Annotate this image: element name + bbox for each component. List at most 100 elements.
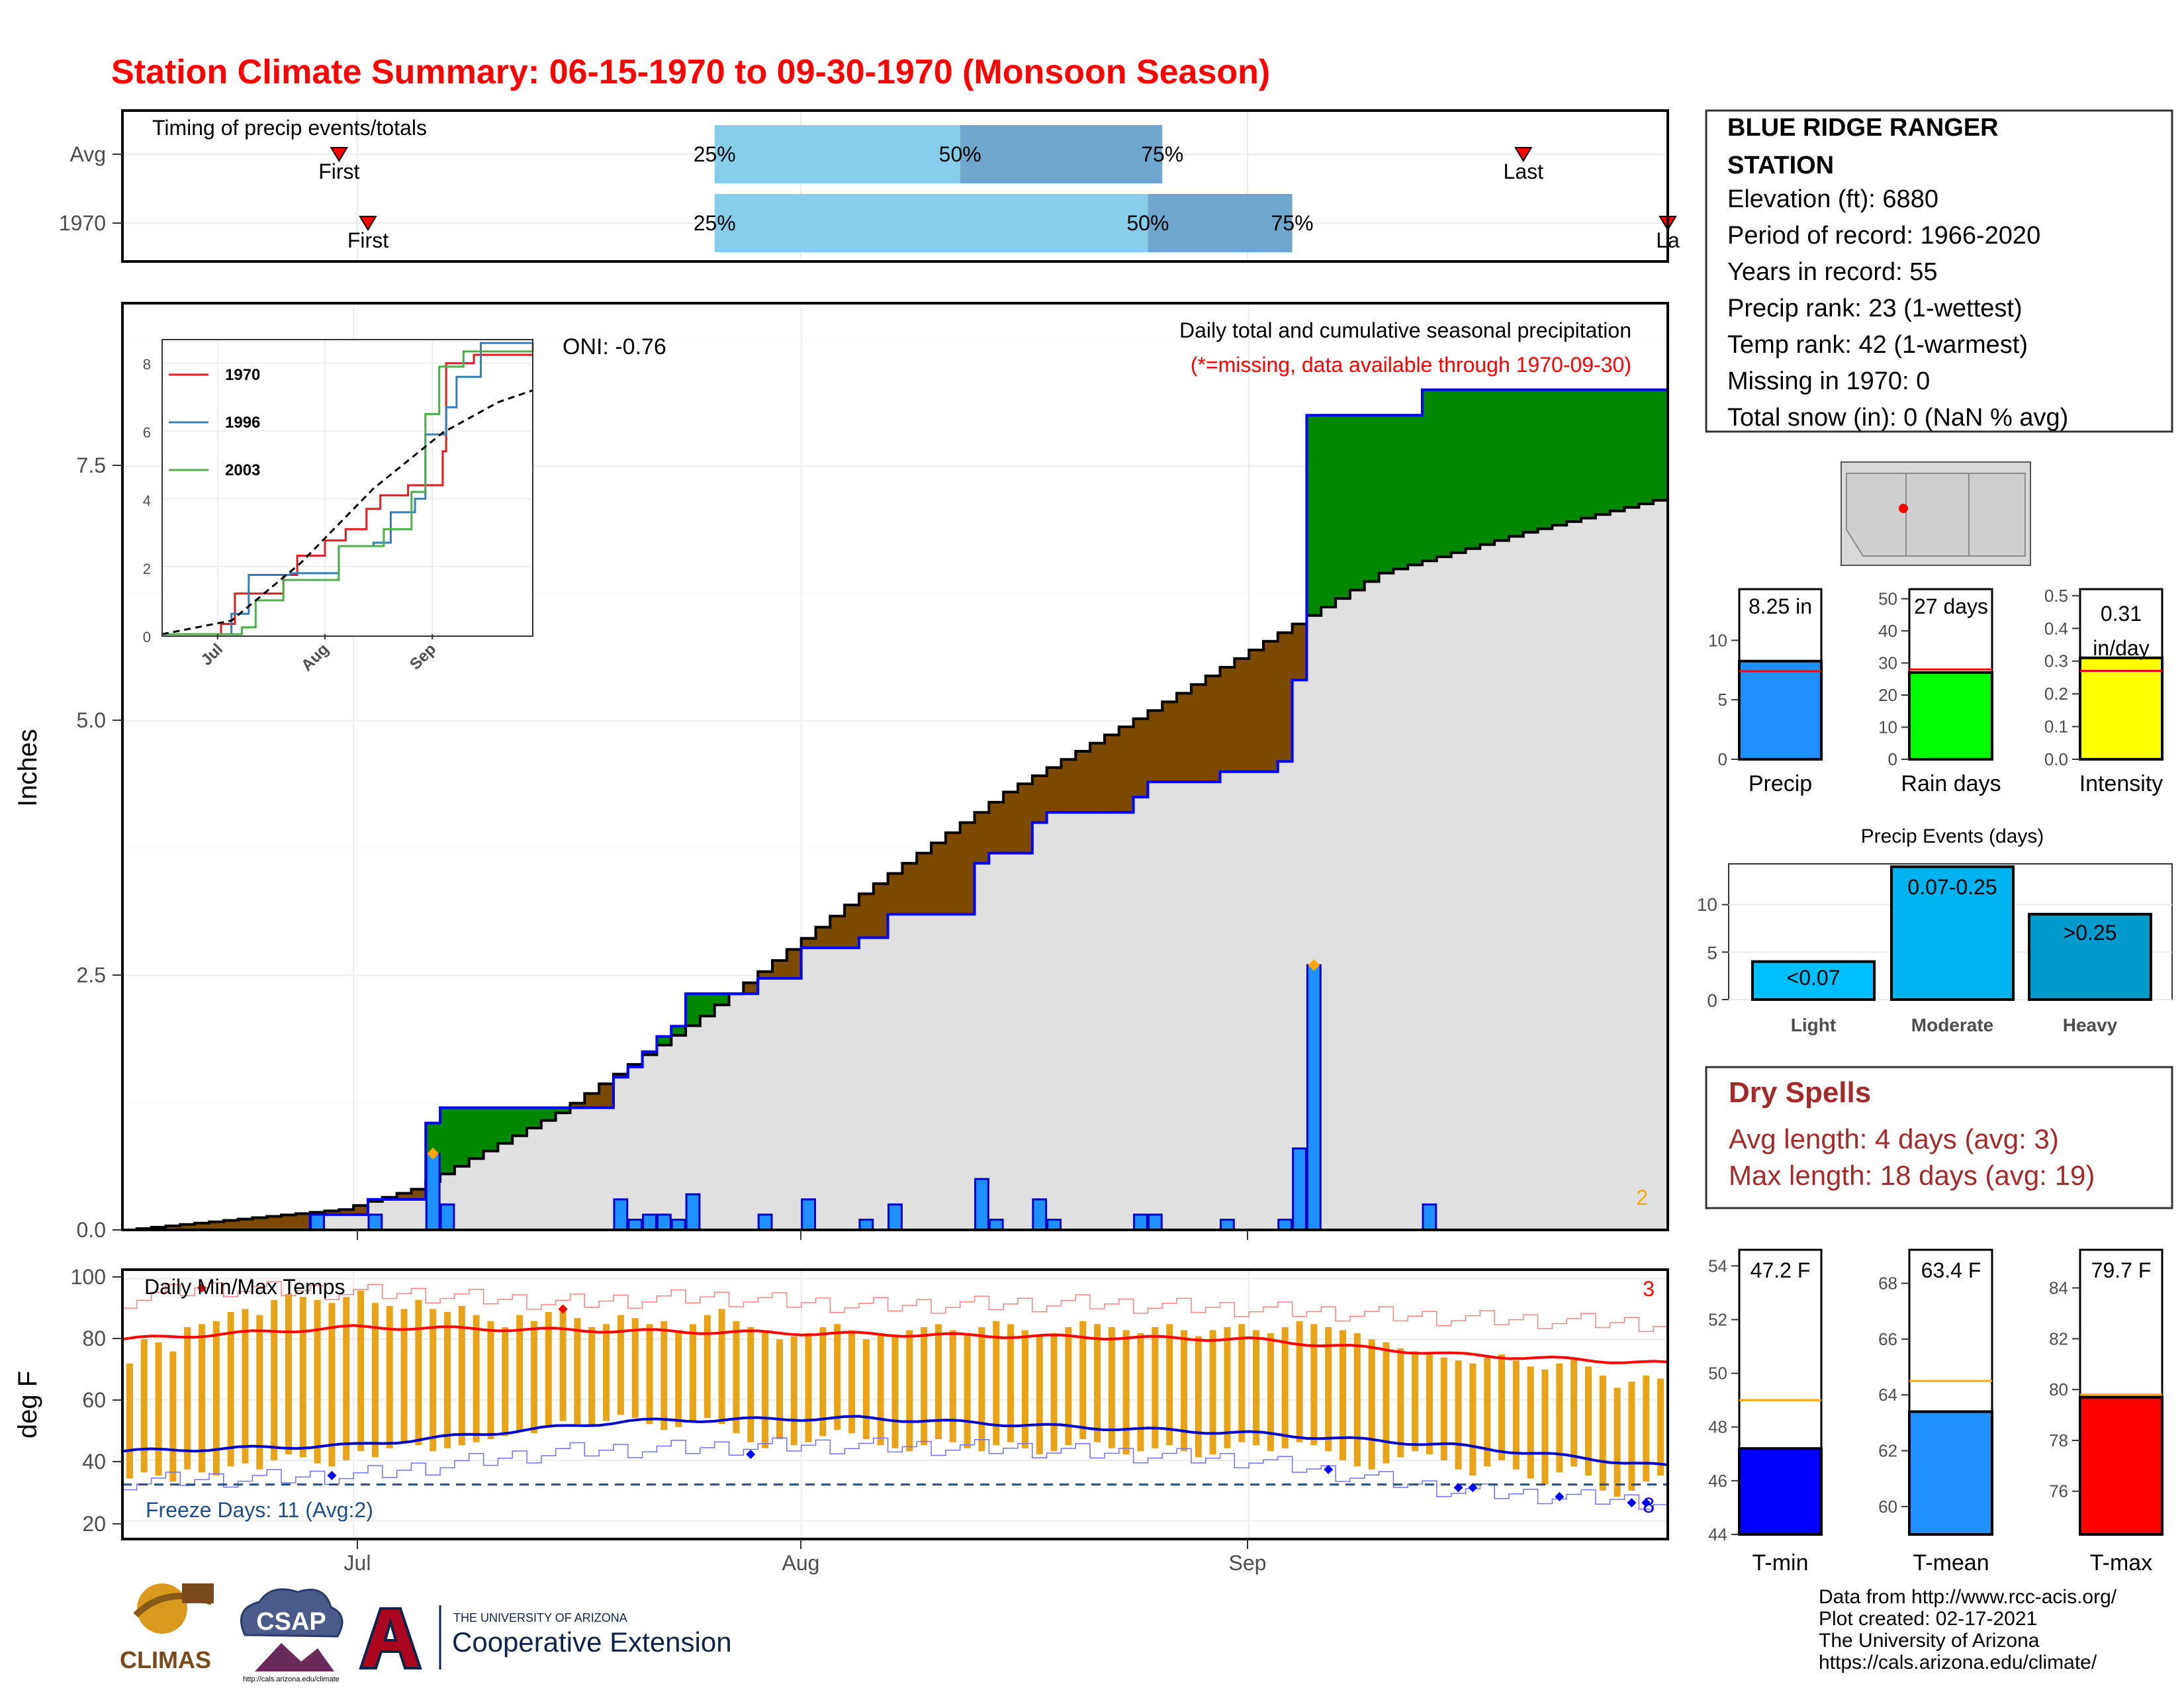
daily-precip-bar bbox=[1220, 1219, 1235, 1231]
cumulative-base-area bbox=[584, 1107, 600, 1230]
credit-line: https://cals.arizona.edu/climate/ bbox=[1819, 1652, 2097, 1673]
above-average-area bbox=[714, 994, 730, 1006]
cumulative-base-area bbox=[1205, 782, 1221, 1230]
daily-temp-bar bbox=[891, 1336, 899, 1448]
daily-temp-bar bbox=[834, 1324, 841, 1430]
below-average-area bbox=[599, 1084, 614, 1108]
ua-logo: THE UNIVERSITY OF ARIZONA Cooperative Ex… bbox=[359, 1605, 732, 1669]
cumulative-base-area bbox=[483, 1150, 498, 1230]
precip-frame bbox=[121, 302, 1669, 1231]
credit-line: Plot created: 02-17-2021 bbox=[1819, 1608, 2037, 1630]
above-average-area bbox=[1321, 415, 1336, 607]
inset-y-tick: 0 bbox=[143, 629, 151, 645]
cumulative-base-area bbox=[627, 1066, 643, 1230]
temp-value-bar bbox=[2079, 1395, 2163, 1536]
daily-temp-bar bbox=[1383, 1342, 1390, 1464]
cumulative-base-area bbox=[873, 937, 889, 1230]
daily-temp-bar bbox=[1455, 1360, 1462, 1470]
y-tick-label: 80 bbox=[82, 1327, 106, 1350]
above-average-area bbox=[541, 1107, 557, 1121]
cumulative-base-area bbox=[1046, 812, 1062, 1230]
y-tick-label: 52 bbox=[1708, 1309, 1727, 1329]
cumulative-base-area bbox=[1263, 771, 1279, 1230]
above-average-area bbox=[1465, 389, 1480, 549]
below-average-area bbox=[743, 982, 758, 994]
daily-temp-bar bbox=[1050, 1333, 1058, 1452]
cumulative-base-area bbox=[1133, 797, 1148, 1230]
event-bar bbox=[1751, 960, 1876, 1002]
map-state-outline bbox=[1905, 473, 1970, 557]
event-bar-label: >0.25 bbox=[2064, 921, 2117, 945]
csap-mountain-icon bbox=[255, 1643, 334, 1671]
below-average-area bbox=[1017, 784, 1033, 853]
record-low-marker-icon bbox=[1453, 1483, 1463, 1493]
daily-temp-bar bbox=[1412, 1351, 1419, 1452]
oni-label: ONI: -0.76 bbox=[563, 334, 666, 359]
daily-temp-bar bbox=[502, 1327, 509, 1436]
below-average-area bbox=[1118, 727, 1134, 813]
below-average-area bbox=[1061, 759, 1076, 813]
record-low-marker-icon bbox=[1627, 1498, 1637, 1508]
below-average-area bbox=[165, 1225, 181, 1230]
station-name: STATION bbox=[1727, 152, 1834, 179]
daily-temp-bar bbox=[949, 1330, 956, 1442]
above-average-area bbox=[1364, 415, 1380, 582]
daily-precip-bar bbox=[613, 1198, 629, 1231]
event-bar bbox=[1890, 865, 2015, 1001]
daily-temp-bar bbox=[1541, 1369, 1549, 1485]
below-average-area bbox=[353, 1205, 369, 1215]
y-tick-label: 84 bbox=[2049, 1278, 2068, 1298]
above-average-area bbox=[1581, 389, 1596, 518]
y-tick-label: 78 bbox=[2049, 1430, 2068, 1450]
cumulative-base-area bbox=[1379, 573, 1394, 1230]
cumulative-base-area bbox=[1595, 514, 1611, 1231]
daily-precip-bar bbox=[974, 1178, 989, 1231]
cumulative-base-area bbox=[527, 1128, 542, 1230]
y-tick-label: 62 bbox=[1878, 1441, 1897, 1461]
below-average-area bbox=[830, 915, 845, 948]
precip-cumulative-areas bbox=[122, 388, 1669, 1231]
timing-row-label-year: 1970 bbox=[59, 211, 106, 235]
above-average-area bbox=[1393, 415, 1408, 569]
above-average-area bbox=[671, 1026, 686, 1036]
below-average-area bbox=[252, 1217, 267, 1230]
above-average-area bbox=[1653, 389, 1668, 500]
y-tick-label: 5 bbox=[1707, 943, 1717, 963]
inset-y-tick: 8 bbox=[143, 356, 151, 373]
cumulative-base-area bbox=[324, 1214, 340, 1230]
summary-value-bar bbox=[1908, 671, 1993, 761]
y-tick-label: 50 bbox=[1708, 1364, 1727, 1383]
below-average-area bbox=[151, 1227, 167, 1230]
below-average-area bbox=[1003, 792, 1019, 853]
inset-y-tick: 6 bbox=[143, 424, 151, 441]
temp-bar-name: T-min bbox=[1752, 1550, 1809, 1575]
cumulative-base-area bbox=[642, 1055, 658, 1230]
above-average-area bbox=[1639, 389, 1654, 504]
cumulative-base-area bbox=[714, 1005, 730, 1230]
daily-temp-bar bbox=[1166, 1324, 1173, 1446]
y-tick-label: 0.1 bbox=[2044, 717, 2068, 737]
station-period: Period of record: 1966-2020 bbox=[1727, 222, 2040, 250]
below-average-area bbox=[902, 863, 917, 915]
cumulative-base-area bbox=[1321, 606, 1336, 1230]
daily-temp-bar bbox=[1628, 1382, 1635, 1491]
cumulative-base-area bbox=[974, 863, 989, 1230]
inset-y-tick: 4 bbox=[143, 492, 151, 509]
daily-temp-bar bbox=[1527, 1366, 1534, 1479]
temp-value-label: 47.2 F bbox=[1751, 1258, 1811, 1282]
cumulative-base-area bbox=[454, 1166, 470, 1230]
cumulative-base-area bbox=[1177, 782, 1192, 1230]
cumulative-base-area bbox=[498, 1143, 513, 1230]
y-tick-label: 60 bbox=[1878, 1497, 1897, 1517]
daily-temp-bar bbox=[487, 1321, 494, 1440]
csap-url: http://cals.arizona.edu/climate bbox=[243, 1675, 340, 1683]
below-average-area bbox=[801, 938, 817, 948]
y-tick-label: 0.5 bbox=[2044, 586, 2068, 606]
record-high-marker-icon bbox=[197, 1283, 207, 1293]
daily-temp-bar bbox=[430, 1309, 437, 1452]
cumulative-base-area bbox=[1408, 565, 1423, 1230]
inset-series-line bbox=[162, 353, 533, 635]
map-state-outline bbox=[1968, 473, 2026, 557]
above-average-area bbox=[1624, 389, 1639, 508]
